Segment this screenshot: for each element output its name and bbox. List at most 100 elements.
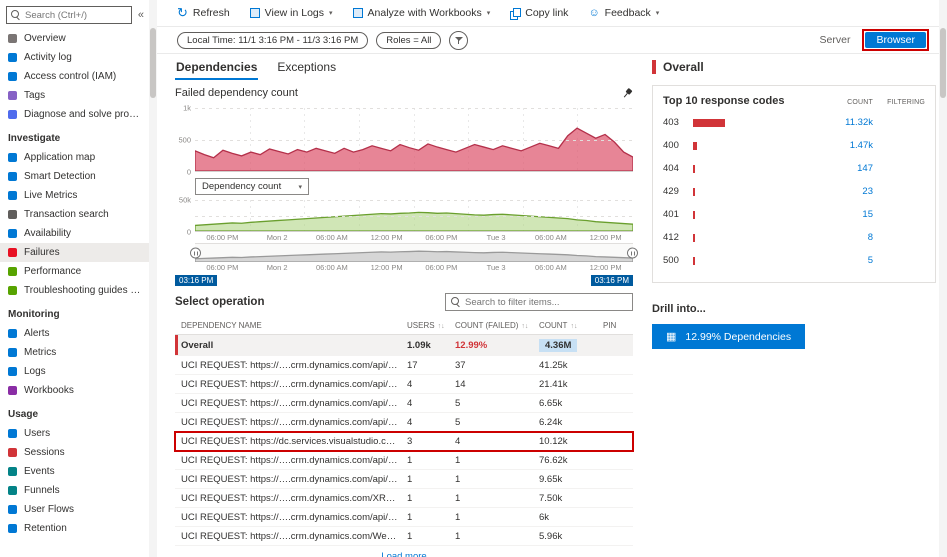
y-tick-label: 500 (178, 135, 191, 145)
table-row[interactable]: UCI REQUEST: https://….crm.dynamics.com/… (175, 394, 633, 413)
response-code-count[interactable]: 11.32k (845, 117, 873, 128)
table-row[interactable]: UCI REQUEST: https://….crm.dynamics.com/… (175, 527, 633, 546)
sidebar-item-overview[interactable]: Overview (0, 29, 149, 48)
table-row[interactable]: UCI REQUEST: https://….crm.dynamics.com/… (175, 508, 633, 527)
response-code-count[interactable]: 8 (867, 232, 873, 243)
sidebar-item-users[interactable]: Users (0, 424, 149, 443)
table-row[interactable]: UCI REQUEST: https://….crm.dynamics.com/… (175, 470, 633, 489)
brush-right-handle[interactable] (627, 247, 638, 259)
response-code-count[interactable]: 23 (862, 186, 873, 197)
dependency-name: UCI REQUEST: https://….crm.dynamics.com/… (181, 454, 407, 466)
sidebar-section-monitoring: Monitoring (8, 309, 60, 320)
browser-toggle-button[interactable]: Browser (865, 32, 926, 48)
table-row[interactable]: UCI REQUEST: https://….crm.dynamics.com/… (175, 451, 633, 470)
response-code-count[interactable]: 5 (867, 255, 873, 266)
page-scrollbar[interactable] (939, 0, 947, 557)
sidebar-item-live-metrics[interactable]: Live Metrics (0, 186, 149, 205)
sidebar-item-sessions[interactable]: Sessions (0, 443, 149, 462)
copy-link-button[interactable]: Copy link (510, 7, 568, 20)
sidebar-item-diagnose-and-solve-problems[interactable]: Diagnose and solve problems (0, 105, 149, 124)
filter-items-search[interactable] (445, 293, 633, 311)
response-code-count[interactable]: 15 (862, 209, 873, 220)
column-header-count-failed[interactable]: COUNT (FAILED) ↑↓ (455, 321, 529, 330)
select-operation-row: Select operation (175, 293, 633, 311)
users-value: 4 (407, 397, 413, 409)
analyze-with-workbooks-button[interactable]: Analyze with Workbooks ▾ (352, 7, 491, 19)
response-code-row: 404 147 (663, 157, 925, 180)
collapse-sidebar-button[interactable]: « (137, 9, 144, 21)
drill-into-dependencies-button[interactable]: ▦ 12.99% Dependencies (652, 324, 806, 349)
sort-icon[interactable]: ↑↓ (570, 323, 578, 330)
brush-time-labels: 03:16 PM 03:16 PM (175, 275, 633, 286)
users-value: 4 (407, 416, 413, 428)
table-row-highlighted[interactable]: UCI REQUEST: https://dc.services.visuals… (174, 431, 634, 452)
column-header-users[interactable]: USERS ↑↓ (407, 321, 445, 330)
tab-dependencies[interactable]: Dependencies (175, 58, 259, 80)
sidebar-item-user-flows[interactable]: User Flows (0, 500, 149, 519)
refresh-button[interactable]: ↻ Refresh (177, 6, 230, 19)
column-header-dependency-name[interactable]: DEPENDENCY NAME (181, 321, 262, 330)
filter-items-input[interactable] (465, 296, 627, 308)
sidebar-item-failures[interactable]: Failures (0, 243, 149, 262)
sidebar-item-alerts[interactable]: Alerts (0, 324, 149, 343)
dependency-count-dropdown[interactable]: Dependency count ▾ (195, 178, 309, 195)
table-row[interactable]: UCI REQUEST: https://….crm.dynamics.com/… (175, 356, 633, 375)
sidebar-item-events[interactable]: Events (0, 462, 149, 481)
table-row[interactable]: UCI REQUEST: https://….crm.dynamics.com/… (175, 375, 633, 394)
count-value: 5.96k (539, 531, 603, 542)
response-code-count[interactable]: 1.47k (849, 140, 873, 151)
pin-chart-button[interactable] (619, 85, 636, 102)
feedback-button[interactable]: ☺ Feedback ▾ (588, 7, 659, 19)
time-brush[interactable] (190, 243, 638, 262)
load-more-link[interactable]: Load more (381, 551, 427, 557)
failed-dependency-chart[interactable] (195, 108, 633, 172)
table-row[interactable]: Overall 1.09k 12.99% 4.36M (175, 335, 633, 356)
count-text: 21.41k (539, 378, 568, 390)
scrollbar-thumb[interactable] (940, 28, 946, 98)
sidebar-item-activity-log[interactable]: Activity log (0, 48, 149, 67)
count-failed-value: 1 (455, 473, 461, 485)
roles-filter-pill[interactable]: Roles = All (376, 31, 442, 49)
sort-icon[interactable]: ↑↓ (437, 323, 445, 330)
dependency-count-chart[interactable] (195, 200, 633, 232)
sidebar-item-workbooks[interactable]: Workbooks (0, 381, 149, 400)
sidebar-item-access-control-iam[interactable]: Access control (IAM) (0, 67, 149, 86)
server-toggle-button[interactable]: Server (819, 34, 851, 46)
add-filter-button[interactable] (449, 30, 469, 50)
sidebar-item-label: Smart Detection (24, 171, 96, 182)
sidebar-item-availability[interactable]: Availability (0, 224, 149, 243)
sidebar-item-label: Application map (24, 152, 96, 163)
table-row[interactable]: UCI REQUEST: https://….crm.dynamics.com/… (175, 413, 633, 432)
sidebar-search[interactable] (6, 6, 132, 24)
response-code-count[interactable]: 147 (857, 163, 873, 174)
time-range-pill[interactable]: Local Time: 11/1 3:16 PM - 11/3 3:16 PM (177, 31, 369, 49)
sidebar-item-retention[interactable]: Retention (0, 519, 149, 538)
sidebar-item-label: User Flows (24, 504, 75, 515)
sidebar-search-input[interactable] (25, 9, 127, 21)
sidebar-item-logs[interactable]: Logs (0, 362, 149, 381)
brush-left-handle[interactable] (190, 247, 201, 259)
filtering-column-header: FILTERING (887, 99, 925, 106)
count-text: 6.24k (539, 416, 563, 428)
sidebar-scrollbar[interactable] (149, 0, 157, 557)
sidebar-item-funnels[interactable]: Funnels (0, 481, 149, 500)
view-in-logs-button[interactable]: View in Logs ▾ (249, 7, 333, 19)
sidebar-item-transaction-search[interactable]: Transaction search (0, 205, 149, 224)
count-failed-value: 5 (455, 416, 461, 428)
sidebar-item-label: Funnels (24, 485, 60, 496)
sidebar-item-application-map[interactable]: Application map (0, 148, 149, 167)
sort-icon[interactable]: ↑↓ (521, 323, 529, 330)
tab-exceptions[interactable]: Exceptions (277, 60, 337, 74)
scrollbar-thumb[interactable] (150, 28, 156, 98)
table-row[interactable]: UCI REQUEST: https://….crm.dynamics.com/… (175, 489, 633, 508)
count-failed-value: 1 (455, 454, 461, 466)
sidebar-item-smart-detection[interactable]: Smart Detection (0, 167, 149, 186)
sidebar-item-tags[interactable]: Tags (0, 86, 149, 105)
sidebar-item-troubleshooting-guides-previ[interactable]: Troubleshooting guides (previ... (0, 281, 149, 300)
column-header-pin[interactable]: PIN (603, 321, 617, 330)
x-axis-labels: 06:00 PM Mon 2 06:00 AM 12:00 PM 06:00 PM Tue… (195, 232, 633, 243)
sidebar-item-performance[interactable]: Performance (0, 262, 149, 281)
column-header-count[interactable]: COUNT ↑↓ (539, 321, 578, 330)
sidebar-item-metrics[interactable]: Metrics (0, 343, 149, 362)
chevron-down-icon: ▾ (486, 10, 491, 17)
